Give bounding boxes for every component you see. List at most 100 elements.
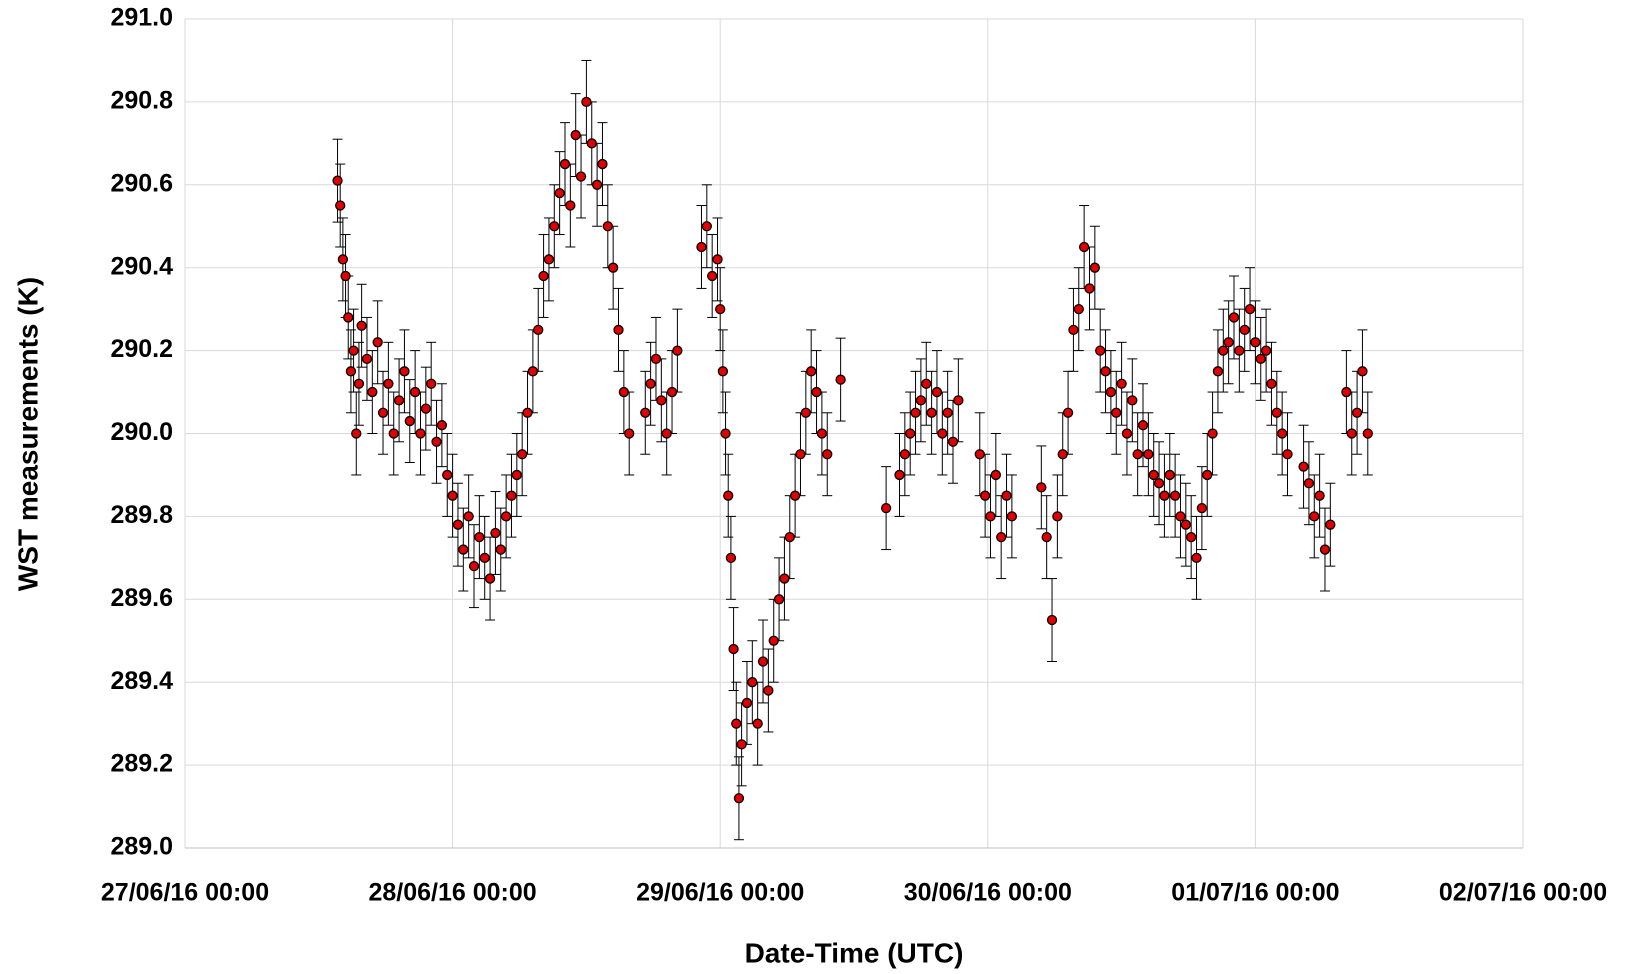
data-point [773, 594, 785, 605]
data-point [720, 428, 731, 439]
data-point [1105, 386, 1117, 398]
data-point [784, 531, 795, 543]
data-point [905, 428, 916, 439]
data-point [1319, 544, 1331, 555]
data-point [367, 386, 378, 398]
data-point [910, 407, 921, 418]
data-point [431, 436, 442, 447]
data-point [931, 386, 943, 398]
data-point [894, 469, 905, 481]
data-point [733, 793, 745, 804]
data-point [570, 129, 581, 141]
data-point [393, 395, 405, 406]
data-point [1078, 241, 1090, 253]
data-point [1346, 428, 1357, 439]
data-point [921, 378, 932, 389]
data-point [1153, 478, 1165, 489]
data-point [1266, 378, 1277, 389]
x-tick-label: 01/07/16 00:00 [1171, 879, 1339, 907]
y-tick-label: 289.8 [110, 501, 173, 529]
data-point [696, 241, 707, 253]
data-point [789, 490, 801, 501]
data-point [985, 511, 996, 522]
data-point [1100, 366, 1111, 377]
data-point [442, 469, 453, 481]
data-point [463, 511, 474, 522]
data-point [511, 469, 522, 481]
data-point [399, 366, 410, 377]
data-point [979, 490, 991, 501]
data-point [613, 324, 624, 336]
data-point [768, 635, 779, 646]
data-point [741, 697, 753, 709]
data-point [479, 552, 490, 563]
data-point [522, 407, 533, 418]
data-point [1159, 490, 1170, 501]
data-point [1068, 324, 1079, 336]
data-point [835, 374, 846, 385]
data-point [1260, 345, 1272, 356]
data-point [1046, 614, 1058, 626]
y-tick-label: 290.6 [110, 169, 173, 197]
data-point [747, 677, 758, 688]
data-point [337, 254, 349, 265]
data-point [1250, 337, 1261, 348]
data-point [353, 378, 365, 389]
data-point [500, 511, 512, 522]
data-point [800, 407, 811, 418]
data-point [811, 386, 822, 398]
data-point [1095, 345, 1106, 356]
y-tick-label: 290.0 [110, 418, 173, 446]
data-point [1057, 449, 1068, 460]
data-point [1180, 519, 1191, 530]
data-point [1357, 366, 1368, 377]
x-tick-label: 29/06/16 00:00 [636, 879, 804, 907]
x-tick-label: 27/06/16 00:00 [101, 879, 269, 907]
data-point [388, 428, 399, 439]
data-point [942, 407, 953, 418]
data-point [725, 552, 737, 563]
data-point [1191, 552, 1202, 563]
data-point [1006, 511, 1018, 522]
data-point [947, 436, 959, 447]
data-point [343, 312, 354, 323]
data-point [608, 262, 619, 273]
data-point [779, 573, 790, 584]
data-point [591, 179, 603, 190]
data-point [1111, 407, 1122, 418]
data-point [1298, 461, 1309, 472]
data-point [899, 449, 910, 460]
data-point [602, 221, 613, 232]
data-point [666, 386, 678, 398]
data-point [581, 96, 592, 108]
data-point [1148, 469, 1159, 481]
data-point [377, 407, 389, 418]
x-tick-label: 28/06/16 00:00 [368, 879, 536, 907]
data-point [736, 739, 747, 750]
data-point [624, 428, 635, 439]
data-point [661, 428, 672, 439]
data-point [974, 449, 985, 460]
data-point [1137, 420, 1149, 431]
data-point [1052, 511, 1063, 522]
data-point [361, 353, 373, 365]
data-point [452, 519, 464, 530]
data-point [672, 345, 683, 356]
data-point [415, 428, 426, 439]
data-point [1223, 337, 1234, 348]
data-point [1325, 519, 1336, 530]
data-point [717, 366, 729, 377]
data-point [348, 345, 359, 356]
data-point [420, 403, 431, 414]
data-point [1255, 353, 1266, 365]
data-point [458, 544, 469, 555]
data-point [996, 531, 1007, 543]
data-point [436, 420, 448, 431]
data-point [1175, 511, 1186, 522]
data-point [543, 254, 555, 265]
y-tick-label: 290.2 [110, 335, 173, 363]
data-point [1309, 511, 1320, 522]
data-point [1164, 469, 1175, 481]
data-point [426, 378, 437, 389]
y-tick-label: 291.0 [110, 4, 173, 32]
